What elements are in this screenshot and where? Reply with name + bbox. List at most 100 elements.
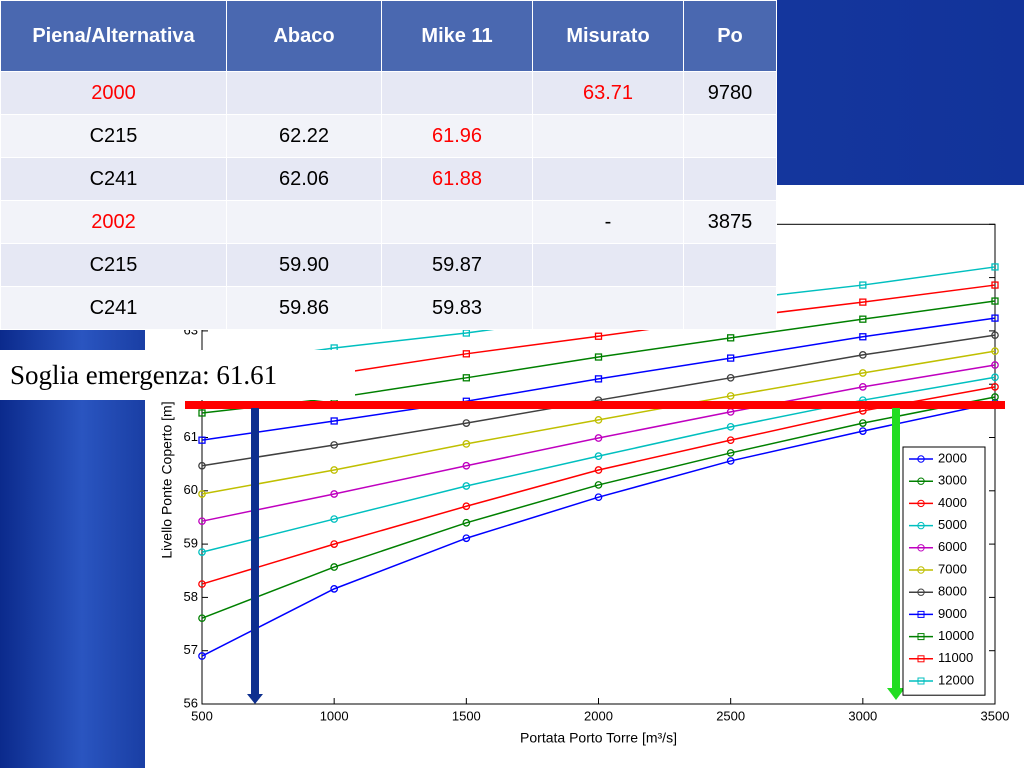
- marker: [726, 449, 735, 457]
- legend-marker: [917, 610, 925, 618]
- legend-marker: [917, 455, 925, 463]
- marker: [462, 440, 471, 448]
- series-line: [201, 402, 996, 657]
- marker: [858, 369, 867, 377]
- marker: [726, 457, 735, 465]
- x-tick-label: 500: [191, 708, 213, 723]
- table-cell: -: [532, 200, 684, 244]
- table-cell: 61.88: [381, 157, 533, 201]
- marker: [198, 409, 206, 417]
- marker: [727, 334, 735, 342]
- table-cell: 62.06: [226, 157, 382, 201]
- marker: [462, 482, 471, 490]
- y-tick-label: 58: [184, 589, 198, 604]
- y-axis-label: Livello Ponte Coperto [m]: [159, 401, 175, 558]
- marker: [198, 614, 206, 623]
- marker: [594, 493, 603, 502]
- header-cell: Misurato: [532, 0, 684, 72]
- marker: [859, 298, 867, 306]
- legend-label: 10000: [938, 628, 974, 643]
- marker: [858, 427, 867, 435]
- y-tick-label: 61: [184, 429, 198, 444]
- table-row: 2002 -3875: [0, 200, 777, 244]
- marker: [858, 383, 867, 391]
- marker: [198, 580, 206, 588]
- marker: [330, 441, 339, 449]
- series-line: [201, 317, 996, 441]
- legend-marker: [917, 633, 925, 641]
- x-tick-label: 3000: [848, 708, 877, 723]
- marker: [726, 373, 735, 382]
- marker: [330, 585, 339, 593]
- marker: [462, 329, 470, 337]
- table-cell: 63.71: [532, 71, 684, 115]
- marker: [726, 436, 735, 445]
- series: [198, 314, 999, 444]
- legend-marker: [917, 521, 925, 530]
- table-cell: 2000: [0, 71, 227, 115]
- marker: [859, 281, 867, 289]
- arrow-head: [247, 694, 263, 704]
- series: [198, 347, 999, 498]
- legend-label: 5000: [938, 517, 967, 532]
- table-cell: [381, 71, 533, 115]
- table-row: C241 62.06 61.88: [0, 157, 777, 201]
- table-cell: C241: [0, 286, 227, 330]
- y-tick-label: 57: [184, 642, 198, 657]
- series-line: [201, 376, 996, 553]
- series-line: [201, 334, 996, 467]
- table-cell: 59.87: [381, 243, 533, 287]
- table-row: C241 59.86 59.83: [0, 286, 777, 330]
- x-tick-label: 2000: [584, 708, 613, 723]
- table-cell: 62.22: [226, 114, 382, 158]
- header-row: Piena/Alternativa Abaco Mike 11 Misurato Po: [0, 0, 777, 72]
- legend-label: 4000: [938, 495, 967, 510]
- marker: [991, 331, 999, 340]
- marker: [198, 517, 206, 526]
- header-cell: Po: [683, 0, 777, 72]
- marker: [859, 315, 867, 323]
- legend-label: 6000: [938, 539, 967, 554]
- y-tick-label: 56: [184, 695, 198, 710]
- table-cell: [532, 157, 684, 201]
- marker: [462, 502, 471, 511]
- legend-label: 12000: [938, 672, 974, 687]
- table-cell: [381, 200, 533, 244]
- marker: [991, 297, 999, 305]
- x-tick-label: 1000: [320, 708, 349, 723]
- data-table: Piena/Alternativa Abaco Mike 11 Misurato Po …: [0, 0, 777, 330]
- table-cell: 3875: [683, 200, 777, 244]
- legend-box: [902, 446, 986, 696]
- legend-marker: [917, 477, 925, 485]
- series: [198, 331, 999, 470]
- legend-label: 2000: [938, 450, 967, 465]
- table-cell: [532, 286, 684, 330]
- marker: [726, 392, 735, 400]
- table-cell: C215: [0, 243, 227, 287]
- marker: [330, 515, 339, 523]
- marker: [198, 548, 206, 556]
- table-cell: [683, 286, 777, 330]
- marker: [991, 361, 999, 369]
- marker: [991, 383, 999, 391]
- series-line: [201, 350, 996, 495]
- marker: [726, 422, 735, 431]
- marker: [594, 434, 603, 442]
- y-tick-label: 59: [184, 536, 198, 551]
- table-cell: [683, 157, 777, 201]
- table-cell: [683, 114, 777, 158]
- marker: [594, 416, 603, 424]
- table-row: C215 59.90 59.87: [0, 243, 777, 287]
- legend-marker: [917, 588, 925, 596]
- table-cell: 61.96: [381, 114, 533, 158]
- legend-marker: [917, 566, 925, 574]
- marker: [991, 347, 999, 356]
- legend-label: 7000: [938, 561, 967, 576]
- marker: [594, 452, 603, 461]
- table-cell: [226, 71, 382, 115]
- marker: [330, 563, 339, 571]
- header-cell: Piena/Alternativa: [0, 0, 227, 72]
- marker: [462, 461, 471, 470]
- marker: [991, 263, 999, 271]
